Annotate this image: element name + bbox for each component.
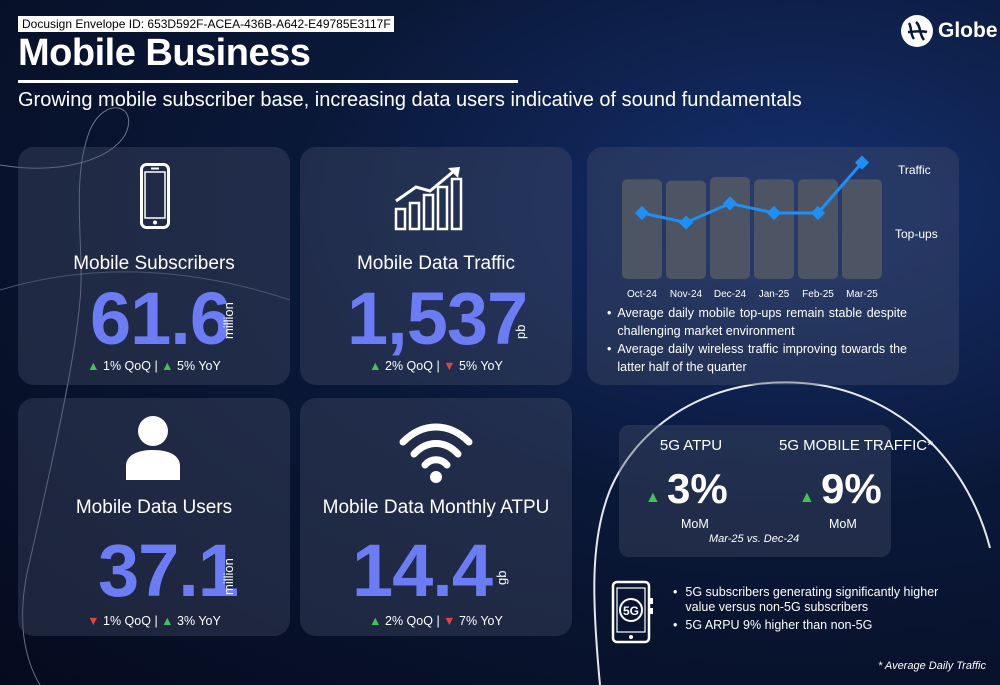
trend-chart: Oct-24 Nov-24 Dec-24 Jan-25 Feb-25 Mar-25 Traf…	[622, 155, 938, 300]
chart-tick-label: Mar-25	[846, 289, 878, 300]
kpi-value: 14.4	[352, 529, 493, 612]
chart-bar	[710, 177, 750, 279]
bullet-icon: •	[673, 618, 678, 632]
kpi-label: Mobile Subscribers	[73, 253, 235, 274]
list-item: • 5G subscribers generating significantly…	[673, 585, 939, 614]
five-g-traffic-label: 5G MOBILE TRAFFIC*	[779, 437, 933, 454]
chart-point	[810, 205, 826, 221]
trend-chart-card: Oct-24 Nov-24 Dec-24 Jan-25 Feb-25 Mar-25 Traf…	[587, 147, 959, 385]
kpi-label: Mobile Data Users	[75, 497, 233, 518]
kpi-card-traffic: Mobile Data Traffic 1,537 pb ▲ 2% QoQ | …	[300, 147, 572, 385]
chart-point	[722, 196, 738, 211]
chart-bar	[842, 179, 882, 279]
kpi-unit: million	[221, 302, 236, 339]
five-g-traffic-value: 9%	[821, 465, 882, 512]
up-arrow-icon: ▲	[369, 614, 382, 628]
kpi-card-subscribers: Mobile Subscribers 61.6 million ▲ 1% QoQ…	[18, 147, 290, 385]
chart-tick-label: Feb-25	[802, 289, 834, 300]
chart-tick-label: Dec-24	[714, 289, 747, 300]
user-icon	[126, 416, 180, 480]
kpi-value: 61.6	[90, 277, 231, 360]
chart-bar	[754, 179, 794, 279]
growth-chart-icon	[394, 167, 463, 231]
kpi-delta: ▲ 1% QoQ | ▲ 5% YoY	[87, 359, 221, 373]
five-g-icon-label: 5G	[623, 604, 639, 618]
title-underline	[18, 80, 518, 83]
list-item: • 5G ARPU 9% higher than non-5G	[673, 618, 873, 632]
five-g-period: Mar-25 vs. Dec-24	[709, 533, 800, 545]
up-arrow-icon: ▲	[369, 359, 382, 373]
five-g-traffic-mom: MoM	[829, 517, 857, 531]
chart-bar	[622, 179, 662, 279]
down-arrow-icon: ▼	[443, 614, 456, 628]
five-g-phone-icon: 5G	[611, 580, 653, 644]
five-g-atpu-label: 5G ATPU	[659, 437, 723, 454]
chart-point	[678, 215, 694, 230]
chart-notes: • Average daily mobile top-ups remain sta…	[607, 304, 907, 376]
footnote: * Average Daily Traffic	[878, 660, 987, 672]
phone-icon	[140, 163, 170, 229]
page-title: Mobile Business	[18, 32, 311, 74]
kpi-card-users: Mobile Data Users 37.1 million ▼ 1% QoQ …	[18, 398, 290, 636]
kpi-delta: ▼ 1% QoQ | ▲ 3% YoY	[87, 614, 221, 628]
kpi-unit: pb	[513, 324, 528, 339]
kpi-card-atpu: Mobile Data Monthly ATPU 14.4 gb ▲ 2% Qo…	[300, 398, 572, 636]
chart-tick-label: Oct-24	[627, 289, 657, 300]
list-item: • Average daily wireless traffic improvin…	[607, 342, 907, 374]
down-arrow-icon: ▼	[443, 359, 456, 373]
chart-bar	[666, 180, 706, 279]
five-g-atpu-value: 3%	[667, 465, 728, 512]
kpi-value: 37.1	[98, 529, 239, 612]
up-arrow-icon: ▲	[161, 614, 174, 628]
logo-text: Globe	[938, 19, 998, 42]
five-g-notes: • 5G subscribers generating significantly…	[673, 585, 963, 636]
chart-series-line	[641, 161, 864, 225]
kpi-value: 1,537	[347, 277, 528, 360]
page-subtitle: Growing mobile subscriber base, increasi…	[18, 89, 802, 111]
bullet-icon: •	[607, 342, 612, 356]
wifi-icon	[399, 423, 473, 483]
kpi-unit: million	[221, 558, 236, 595]
up-arrow-icon: ▲	[87, 359, 100, 373]
chart-point	[634, 205, 650, 221]
chart-bar	[798, 179, 838, 279]
bullet-icon: •	[607, 306, 612, 320]
chart-point	[766, 205, 782, 221]
globe-logo: Globe	[900, 14, 998, 48]
five-g-atpu-mom: MoM	[681, 517, 709, 531]
chart-legend-topups: Top-ups	[895, 227, 938, 241]
down-arrow-icon: ▼	[87, 614, 100, 628]
kpi-label: Mobile Data Monthly ATPU	[322, 497, 550, 518]
globe-logo-icon	[901, 15, 933, 47]
up-arrow-icon: ▲	[799, 489, 815, 506]
kpi-label: Mobile Data Traffic	[356, 253, 516, 274]
bullet-icon: •	[673, 585, 678, 599]
kpi-unit: gb	[494, 570, 509, 585]
chart-tick-label: Nov-24	[670, 289, 703, 300]
chart-legend-traffic: Traffic	[898, 163, 931, 177]
chart-tick-label: Jan-25	[759, 289, 790, 300]
five-g-stats-card: 5G ATPU ▲ 3% MoM 5G MOBILE TRAFFIC* ▲ 9%…	[619, 425, 933, 557]
list-item: • Average daily mobile top-ups remain sta…	[607, 306, 907, 338]
kpi-delta: ▲ 2% QoQ | ▼ 7% YoY	[369, 614, 503, 628]
up-arrow-icon: ▲	[645, 489, 661, 506]
envelope-id: Docusign Envelope ID: 653D592F-ACEA-436B…	[18, 16, 394, 32]
kpi-delta: ▲ 2% QoQ | ▼ 5% YoY	[369, 359, 503, 373]
up-arrow-icon: ▲	[161, 359, 174, 373]
chart-point	[854, 155, 870, 170]
